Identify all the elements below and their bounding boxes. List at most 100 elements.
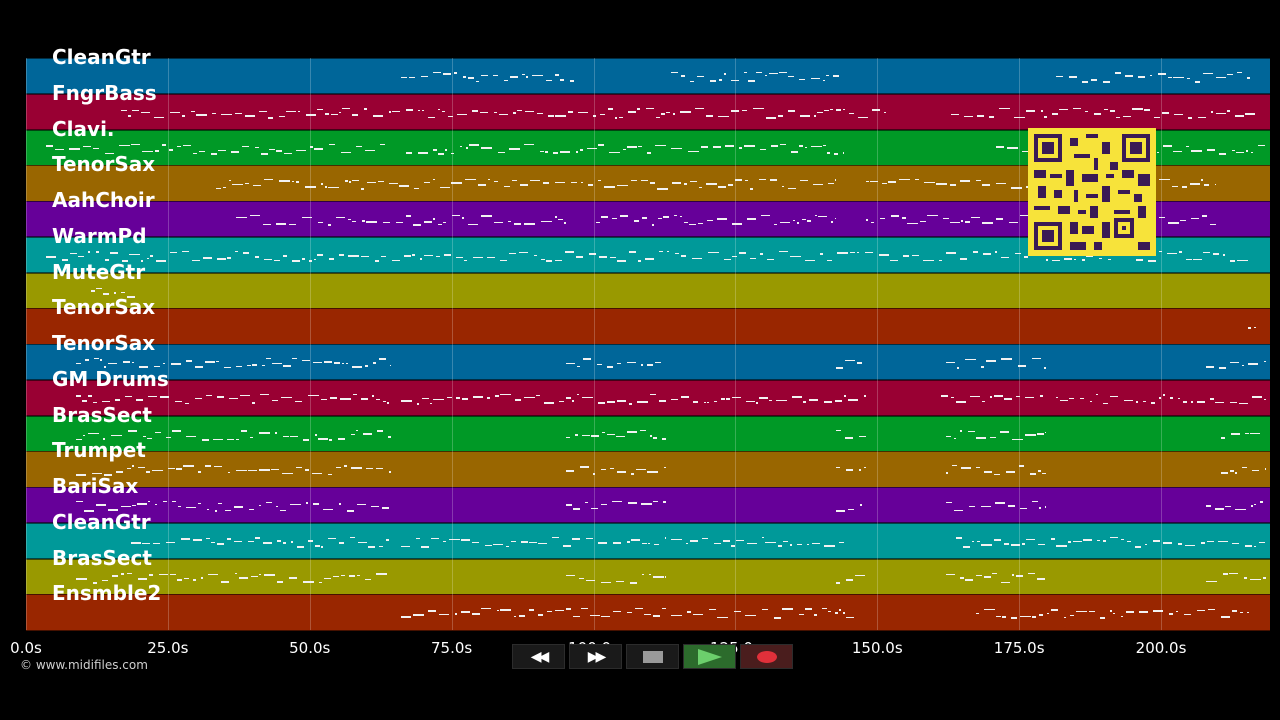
- note-mark: [380, 143, 385, 145]
- note-mark: [1144, 108, 1150, 111]
- note-mark: [509, 147, 520, 150]
- note-mark: [541, 221, 552, 222]
- note-mark: [46, 255, 56, 258]
- note-mark: [1206, 505, 1211, 507]
- track-label: TenorSax: [52, 152, 156, 177]
- note-mark: [485, 544, 492, 546]
- note-mark: [839, 541, 844, 543]
- stop-button[interactable]: [626, 644, 679, 669]
- note-mark: [296, 467, 302, 469]
- note-mark: [836, 467, 840, 469]
- note-mark: [364, 107, 367, 110]
- note-mark: [976, 180, 981, 182]
- note-mark: [600, 113, 605, 115]
- track-label: GM Drums: [52, 366, 169, 391]
- note-mark: [1225, 506, 1231, 507]
- note-mark: [487, 256, 495, 258]
- note-mark: [717, 617, 728, 619]
- note-mark: [1245, 112, 1255, 115]
- note-mark: [506, 545, 509, 547]
- note-mark: [206, 537, 210, 539]
- fast-forward-button[interactable]: ▶▶: [569, 644, 622, 669]
- note-mark: [620, 215, 628, 217]
- rewind-button[interactable]: ◀◀: [512, 644, 565, 669]
- note-mark: [761, 215, 770, 216]
- note-mark: [125, 395, 132, 397]
- note-mark: [433, 218, 435, 220]
- note-mark: [747, 542, 757, 544]
- note-mark: [1016, 574, 1023, 577]
- note-mark: [176, 468, 182, 471]
- note-mark: [266, 358, 271, 359]
- note-mark: [1157, 151, 1159, 153]
- note-mark: [996, 218, 1003, 220]
- note-mark: [984, 609, 995, 611]
- note-mark: [805, 259, 815, 261]
- note-mark: [276, 506, 278, 507]
- note-mark: [239, 576, 248, 579]
- note-mark: [671, 147, 682, 149]
- note-mark: [1169, 613, 1173, 616]
- note-mark: [845, 360, 855, 361]
- note-mark: [859, 469, 861, 472]
- note-mark: [155, 504, 157, 505]
- note-mark: [236, 438, 239, 440]
- note-mark: [728, 184, 733, 187]
- play-button[interactable]: [683, 644, 736, 669]
- note-mark: [162, 143, 166, 146]
- note-mark: [697, 76, 704, 77]
- note-mark: [321, 545, 323, 548]
- note-mark: [1113, 613, 1115, 615]
- note-mark: [215, 510, 217, 512]
- note-mark: [416, 537, 420, 539]
- note-mark: [351, 467, 362, 470]
- record-button[interactable]: [740, 644, 793, 669]
- note-mark: [602, 431, 605, 433]
- note-mark: [879, 253, 889, 256]
- note-mark: [318, 437, 328, 440]
- note-mark: [227, 438, 234, 440]
- note-mark: [714, 542, 721, 544]
- note-mark: [221, 580, 229, 583]
- track-label: Clavi.: [52, 116, 115, 141]
- note-mark: [1240, 612, 1243, 614]
- note-mark: [1083, 538, 1092, 541]
- note-mark: [235, 250, 238, 252]
- note-mark: [1251, 505, 1253, 507]
- note-mark: [163, 501, 167, 502]
- note-mark: [710, 80, 716, 82]
- note-mark: [291, 540, 293, 543]
- note-mark: [497, 610, 499, 612]
- note-mark: [451, 182, 462, 185]
- note-mark: [1207, 148, 1215, 151]
- note-mark: [750, 257, 756, 259]
- note-mark: [628, 502, 637, 504]
- note-mark: [552, 536, 559, 538]
- note-mark: [1230, 362, 1239, 363]
- note-mark: [858, 116, 868, 118]
- note-mark: [613, 611, 621, 613]
- note-mark: [1126, 611, 1134, 614]
- note-mark: [460, 145, 462, 147]
- note-mark: [218, 149, 226, 151]
- note-mark: [525, 110, 534, 112]
- note-mark: [965, 221, 970, 223]
- note-mark: [310, 145, 313, 148]
- note-mark: [659, 250, 663, 252]
- note-mark: [421, 545, 429, 548]
- note-mark: [132, 109, 139, 111]
- track-lane: [26, 415, 1270, 452]
- note-mark: [449, 538, 460, 540]
- note-mark: [494, 181, 498, 183]
- note-mark: [848, 509, 854, 510]
- note-mark: [318, 222, 323, 223]
- note-mark: [977, 114, 984, 117]
- note-mark: [857, 251, 859, 253]
- note-mark: [313, 362, 322, 363]
- note-mark: [223, 187, 226, 189]
- note-mark: [855, 574, 865, 576]
- note-mark: [333, 575, 339, 577]
- note-mark: [989, 115, 994, 118]
- note-mark: [413, 614, 424, 617]
- note-mark: [731, 544, 735, 547]
